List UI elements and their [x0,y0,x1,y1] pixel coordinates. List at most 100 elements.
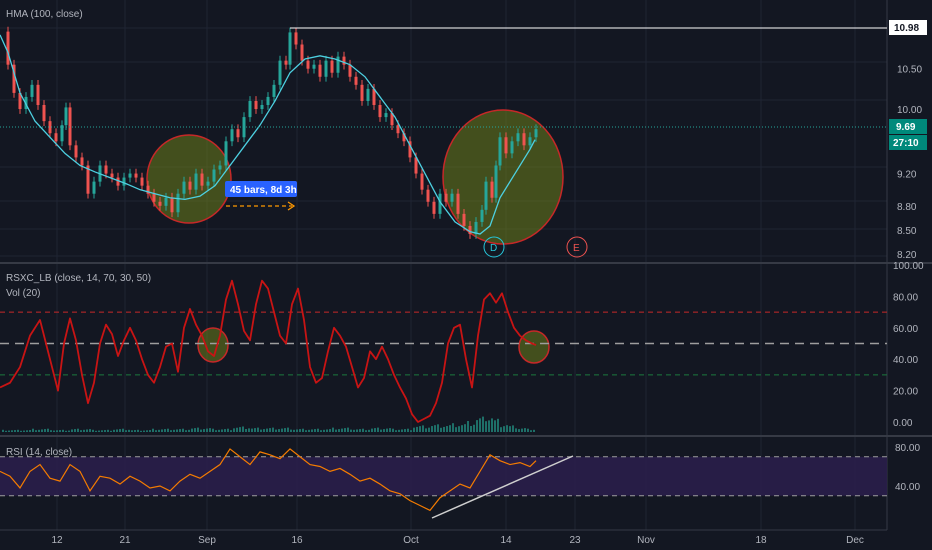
volume-bar [530,430,532,432]
volume-bar [305,430,307,432]
volume-bar [275,429,277,432]
volume-bar [266,428,268,432]
candle-body [6,31,10,65]
last-price-tag: 9.69 [896,122,916,133]
candle-body [200,173,204,186]
candle-body [300,44,304,61]
marker-d[interactable] [483,236,505,258]
volume-bar [173,429,175,432]
volume-bar [419,426,421,432]
volume-bar [311,429,313,432]
volume-bar [26,430,28,432]
candle-body [48,121,52,134]
volume-bar [77,428,79,432]
candle-body [396,125,400,134]
time-tick-label: 23 [569,535,581,546]
high-price-tag-box [889,20,927,35]
time-axis[interactable]: 12 21 Sep 16 Oct 14 23 Nov 18 Dec [51,535,863,546]
rsi-indicator-label[interactable]: RSI (14, close) [6,447,72,458]
volume-bar [422,425,424,432]
price-tick-label: 10.50 [897,65,922,76]
volume-bar [296,429,298,432]
rsi-axis[interactable]: 80.00 40.00 [895,443,920,493]
hma-indicator-label[interactable]: HMA (100, close) [6,9,83,20]
time-tick-label: Sep [198,535,216,546]
candle-body [116,177,120,186]
volume-bar [113,429,115,432]
candle-body [444,193,448,202]
volume-bar [257,427,259,432]
volume-bar [341,428,343,432]
candle-body [450,193,454,202]
volume-bar [332,427,334,432]
candle-body [176,193,180,213]
candle-body [272,84,276,97]
osc-tick-label: 0.00 [893,418,913,429]
candle-body [74,145,78,158]
volume-bar [416,426,418,432]
volume-bar [482,416,484,432]
candle-body [474,221,478,235]
volume-bar [38,429,40,432]
candle-body [480,209,484,222]
candle-body [318,64,322,77]
volume-bar [89,429,91,432]
volume-bar [53,430,55,432]
volume-bar [395,430,397,432]
volume-bar [131,430,133,432]
candle-body [110,173,114,178]
candle-body [438,193,442,214]
candle-body [42,105,46,122]
candle-body [504,137,508,154]
volume-bar [161,429,163,432]
candle-body [158,201,162,206]
candle-body [408,141,412,158]
volume-bar [281,428,283,432]
candle-body [468,225,472,235]
candle-body [92,181,96,194]
volume-bar [2,429,4,432]
volume-bar [185,430,187,432]
marker-e[interactable] [566,236,588,258]
time-tick-label: 16 [291,535,303,546]
candles[interactable] [6,26,538,239]
osc-tick-label: 40.00 [893,355,918,366]
volume-bar [425,428,427,432]
volume-bar [443,426,445,432]
volume-bar [107,429,109,432]
candle-body [354,76,358,85]
rsi-line [0,448,537,512]
volume-bar [8,430,10,432]
volume-bar [485,421,487,432]
candle-body [254,100,258,110]
volume-bar [230,430,232,432]
candle-body [18,92,22,110]
volume-bar [206,428,208,432]
rsxc-indicator-label[interactable]: RSXC_LB (close, 14, 70, 30, 50) [6,273,151,284]
volume-bar [413,427,415,432]
measure-box[interactable] [225,181,297,197]
volume-bar [182,428,184,432]
volume-bar [140,430,142,432]
volume-bar [290,429,292,432]
rsi-tick-label: 40.00 [895,482,920,493]
volume-bar [98,430,100,432]
volume-bar [488,420,490,432]
volume-bar [29,430,31,432]
price-tick-label: 8.80 [897,202,917,213]
volume-indicator-label[interactable]: Vol (20) [6,288,40,299]
volume-bar [41,429,43,432]
price-axis[interactable]: 8.20 8.50 8.80 9.20 10.00 10.50 [897,65,922,261]
rsxc-line [0,279,537,423]
oscillator-axis[interactable]: 100.00 80.00 60.00 40.00 20.00 0.00 [893,261,924,429]
volume-bar [92,429,94,432]
volume-bar [407,428,409,432]
candle-body [462,213,466,226]
volume-bar [32,428,34,432]
volume-bar [476,420,478,432]
volume-bar [14,430,16,432]
candle-body [294,32,298,45]
volume-bar [326,429,328,432]
candle-body [516,133,520,142]
